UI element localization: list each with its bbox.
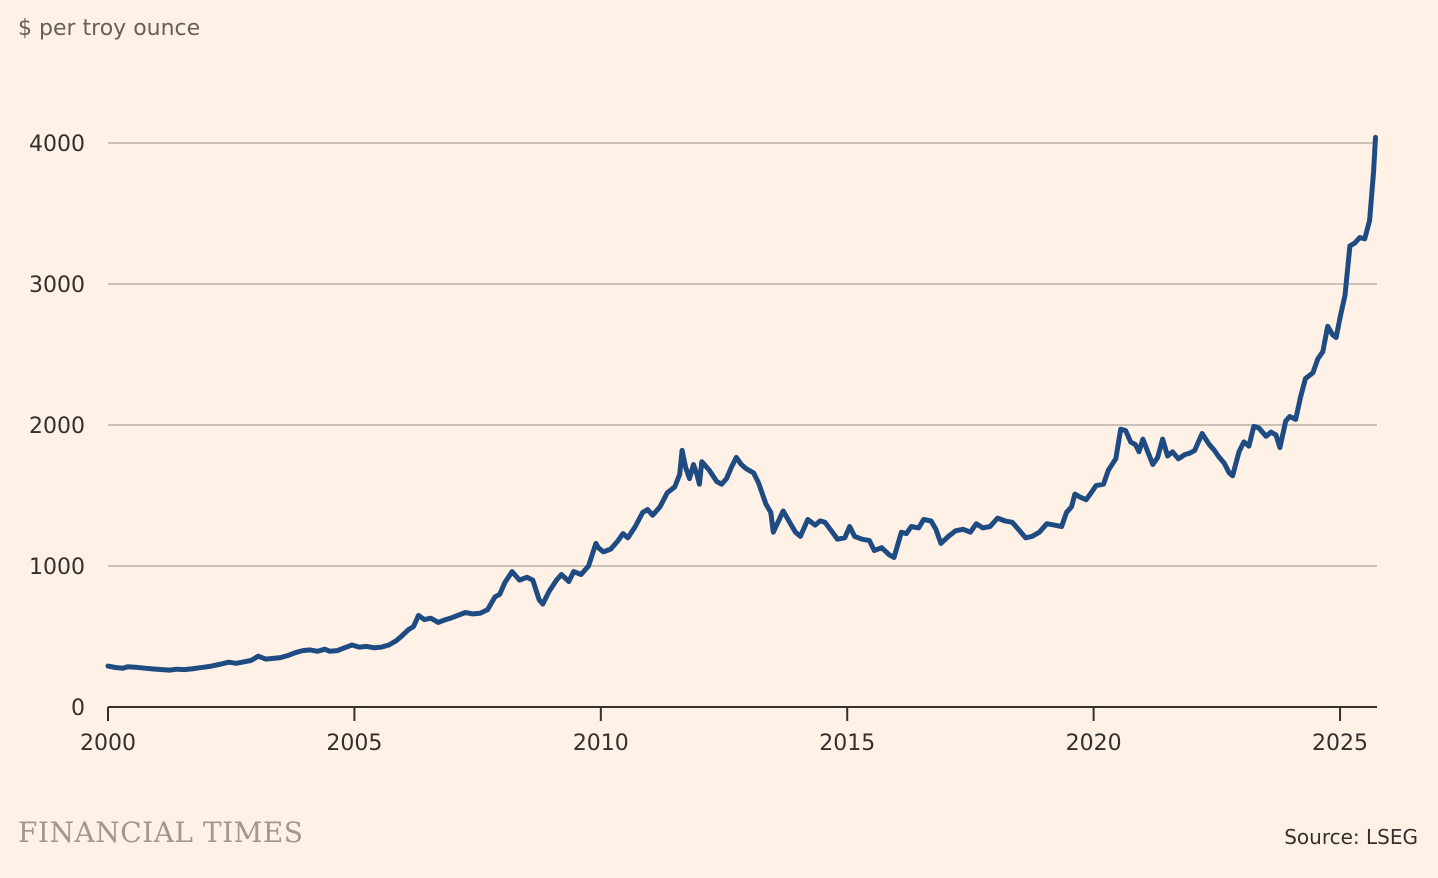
series-line-gold-price	[105, 134, 1378, 673]
x-tick-label-2015: 2015	[819, 731, 875, 756]
x-tick-label-2025: 2025	[1312, 731, 1368, 756]
y-axis-label: $ per troy ounce	[18, 16, 200, 41]
source-label: Source: LSEG	[1284, 825, 1418, 849]
y-tick-label-4000: 4000	[29, 132, 85, 157]
y-tick-label-0: 0	[71, 696, 85, 721]
y-tick-labels: 0 1000 2000 3000 4000	[29, 132, 85, 721]
x-tick-label-2010: 2010	[573, 731, 629, 756]
gridlines	[108, 142, 1377, 567]
y-tick-label-2000: 2000	[29, 414, 85, 439]
y-tick-label-3000: 3000	[29, 273, 85, 298]
x-tick-label-2000: 2000	[80, 731, 136, 756]
y-tick-label-1000: 1000	[29, 555, 85, 580]
x-tick-label-2005: 2005	[326, 731, 382, 756]
financial-times-logo: FINANCIAL TIMES	[18, 816, 303, 849]
x-axis: 2000 2005 2010 2015 2020 2025	[80, 706, 1377, 756]
x-tick-label-2020: 2020	[1066, 731, 1122, 756]
series-layer	[105, 134, 1378, 673]
